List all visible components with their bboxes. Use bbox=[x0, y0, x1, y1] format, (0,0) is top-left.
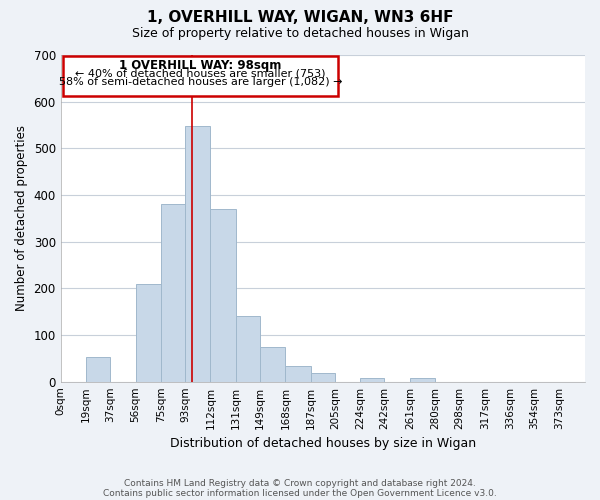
Text: 1, OVERHILL WAY, WIGAN, WN3 6HF: 1, OVERHILL WAY, WIGAN, WN3 6HF bbox=[147, 10, 453, 25]
Text: Contains HM Land Registry data © Crown copyright and database right 2024.: Contains HM Land Registry data © Crown c… bbox=[124, 478, 476, 488]
Text: 1 OVERHILL WAY: 98sqm: 1 OVERHILL WAY: 98sqm bbox=[119, 58, 281, 71]
Bar bbox=[86, 357, 110, 382]
Text: Size of property relative to detached houses in Wigan: Size of property relative to detached ho… bbox=[131, 28, 469, 40]
Bar bbox=[161, 204, 185, 382]
Bar bbox=[185, 126, 211, 382]
Bar bbox=[211, 209, 236, 382]
Bar bbox=[136, 284, 161, 382]
Text: Contains public sector information licensed under the Open Government Licence v3: Contains public sector information licen… bbox=[103, 488, 497, 498]
Text: ← 40% of detached houses are smaller (753): ← 40% of detached houses are smaller (75… bbox=[75, 68, 326, 78]
Bar bbox=[410, 378, 435, 382]
X-axis label: Distribution of detached houses by size in Wigan: Distribution of detached houses by size … bbox=[170, 437, 476, 450]
Bar bbox=[236, 316, 260, 382]
Bar bbox=[286, 366, 311, 382]
Text: 58% of semi-detached houses are larger (1,082) →: 58% of semi-detached houses are larger (… bbox=[59, 78, 342, 88]
Bar bbox=[260, 346, 286, 382]
Y-axis label: Number of detached properties: Number of detached properties bbox=[15, 126, 28, 312]
FancyBboxPatch shape bbox=[64, 56, 338, 96]
Bar bbox=[311, 373, 335, 382]
Bar bbox=[360, 378, 385, 382]
